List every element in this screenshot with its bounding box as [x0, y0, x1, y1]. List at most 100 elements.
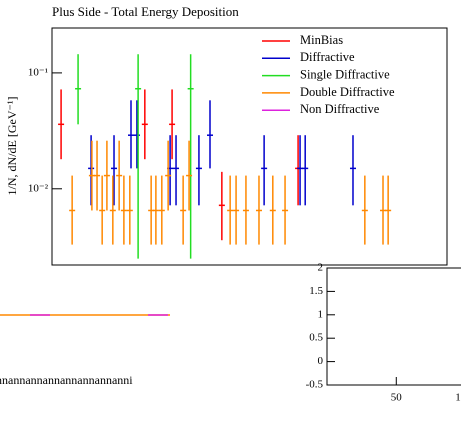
point: [167, 167, 174, 170]
error-point: [233, 175, 240, 245]
error-point: [165, 140, 172, 211]
x-tick-label: 100: [455, 392, 461, 404]
point: [135, 87, 142, 90]
point: [152, 209, 159, 212]
error-point: [126, 175, 133, 245]
error-point: [128, 100, 134, 169]
ratio-frame: [326, 267, 461, 386]
error-point: [88, 140, 95, 211]
error-point: [103, 140, 110, 211]
error-point: [187, 54, 194, 259]
point: [69, 209, 76, 212]
error-point: [180, 175, 187, 245]
y-tick-label: 0: [318, 355, 324, 367]
error-point: [227, 175, 234, 245]
error-point: [158, 175, 165, 245]
point: [75, 87, 82, 90]
error-point: [385, 175, 392, 245]
point: [187, 87, 194, 90]
point: [361, 209, 368, 212]
y-tick-label: 0.5: [309, 332, 323, 344]
point: [94, 174, 101, 177]
point: [128, 134, 134, 136]
x-tick-label: 50: [391, 392, 403, 404]
error-point: [255, 175, 262, 245]
error-point: [58, 89, 65, 160]
point: [111, 167, 118, 170]
error-point: [169, 89, 176, 160]
error-point: [148, 175, 155, 245]
error-point: [380, 175, 387, 245]
point: [133, 134, 140, 136]
point: [261, 167, 268, 170]
y-tick-label: 2: [318, 262, 324, 274]
error-point: [133, 100, 140, 169]
y-tick-label: 10⁻¹: [28, 66, 48, 78]
y-tick-label: 1: [318, 308, 324, 320]
legend-label: Non Diffractive: [300, 102, 380, 116]
point: [233, 209, 240, 212]
legend-label: Diffractive: [300, 50, 355, 64]
error-point: [141, 89, 148, 160]
error-point: [120, 175, 127, 245]
point: [385, 209, 392, 212]
error-point: [88, 135, 95, 206]
error-point: [349, 135, 356, 206]
point: [186, 174, 193, 177]
error-point: [94, 140, 101, 211]
point: [141, 123, 148, 126]
point: [207, 134, 213, 136]
plot-frame: [51, 27, 448, 266]
point: [88, 167, 95, 170]
chart-title: Plus Side - Total Energy Deposition: [52, 4, 239, 19]
point: [180, 209, 187, 212]
error-point: [186, 140, 193, 211]
point: [297, 167, 304, 170]
y-axis-label: 1/N, dN/dE [GeV⁻¹]: [5, 97, 19, 196]
point: [116, 174, 123, 177]
legend-label: Double Diffractive: [300, 85, 395, 99]
error-point: [261, 135, 268, 206]
error-point: [297, 135, 304, 206]
point: [126, 209, 133, 212]
error-point: [99, 175, 106, 245]
error-point: [195, 135, 202, 206]
point: [109, 209, 116, 212]
legend-label: Single Diffractive: [300, 67, 390, 81]
point: [158, 209, 165, 212]
error-point: [135, 54, 142, 259]
point: [173, 167, 180, 170]
error-point: [218, 171, 225, 241]
point: [99, 209, 106, 212]
legend-label: MinBias: [300, 33, 343, 47]
error-point: [282, 175, 289, 245]
error-point: [361, 175, 368, 245]
point: [218, 204, 225, 207]
y-tick-label: -0.5: [306, 379, 324, 391]
point: [380, 209, 387, 212]
point: [58, 123, 65, 126]
y-tick-label: 1.5: [309, 285, 323, 297]
point: [88, 174, 95, 177]
point: [103, 174, 110, 177]
point: [269, 209, 276, 212]
point: [255, 209, 262, 212]
point: [227, 209, 234, 212]
error-point: [207, 100, 213, 169]
error-point: [242, 175, 249, 245]
point: [282, 209, 289, 212]
error-point: [152, 175, 159, 245]
point: [148, 209, 155, 212]
overflow-text: nnannannannannannannanni: [0, 373, 133, 387]
point: [165, 174, 172, 177]
point: [195, 167, 202, 170]
error-point: [167, 135, 174, 206]
point: [169, 123, 176, 126]
point: [349, 167, 356, 170]
point: [242, 209, 249, 212]
error-point: [173, 135, 180, 206]
error-point: [116, 140, 123, 211]
error-point: [111, 135, 118, 206]
